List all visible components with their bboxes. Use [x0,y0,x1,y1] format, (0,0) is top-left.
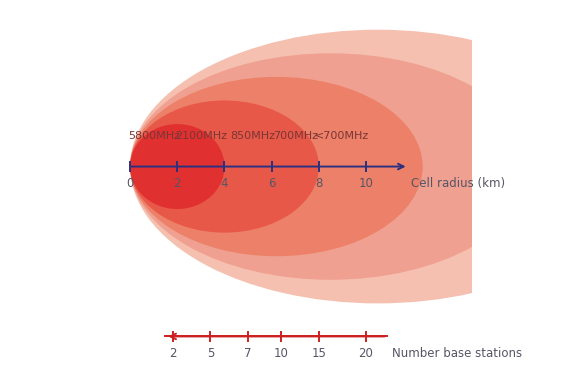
Ellipse shape [130,100,319,233]
Ellipse shape [130,124,224,209]
Text: 850MHz: 850MHz [230,131,276,141]
Text: 15: 15 [312,347,326,360]
Text: 8: 8 [315,177,323,190]
Text: Cell radius (km): Cell radius (km) [411,177,505,190]
Text: 10: 10 [274,347,289,360]
Text: Number base stations: Number base stations [392,347,522,360]
Text: 2: 2 [173,177,181,190]
Text: 10: 10 [359,177,374,190]
Ellipse shape [130,53,531,280]
Text: 5800MHz: 5800MHz [127,131,180,141]
Ellipse shape [130,77,422,256]
Text: 5: 5 [207,347,214,360]
Text: 0: 0 [126,177,134,190]
Text: 6: 6 [268,177,276,190]
Text: <700MHz: <700MHz [315,131,370,141]
Text: 2: 2 [169,347,176,360]
Text: 20: 20 [359,347,374,360]
Text: 700MHz: 700MHz [273,131,318,141]
Text: 7: 7 [245,347,252,360]
Ellipse shape [130,30,574,303]
Text: 2100MHz: 2100MHz [175,131,227,141]
Text: 4: 4 [221,177,228,190]
